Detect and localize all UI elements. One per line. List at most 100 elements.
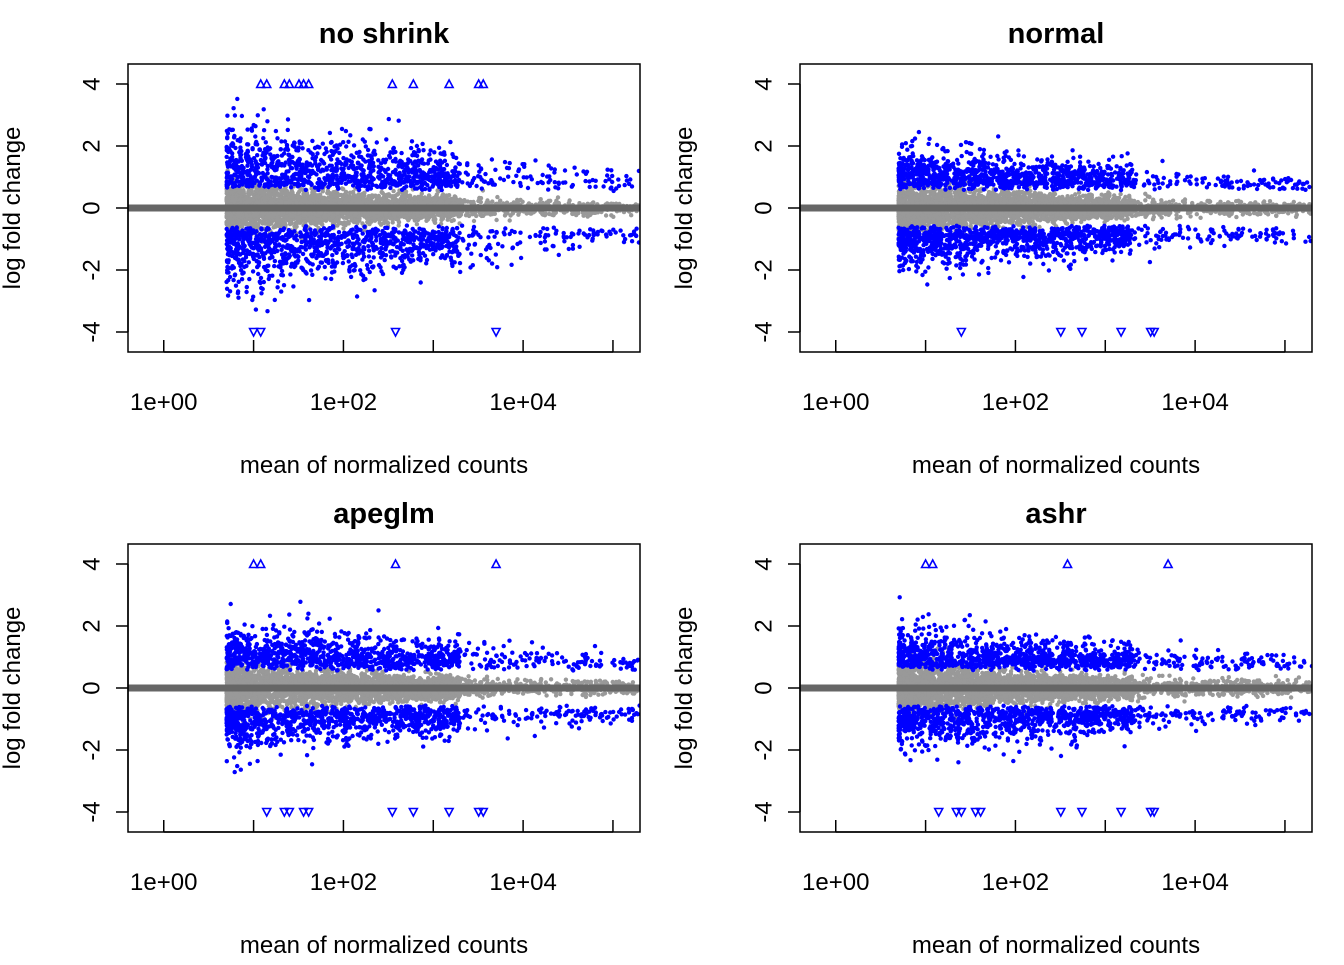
gene-point-nonsig	[302, 196, 308, 201]
gene-point-nonsig	[269, 197, 274, 202]
gene-point-nonsig	[477, 195, 482, 201]
gene-point-sig	[304, 160, 309, 165]
gene-point-sig	[239, 113, 245, 119]
gene-point-nonsig	[407, 200, 412, 205]
gene-point-sig	[265, 119, 270, 124]
gene-point-sig	[458, 269, 463, 275]
gene-point-sig	[492, 234, 497, 239]
gene-point-sig	[424, 257, 430, 263]
gene-point-sig	[414, 143, 420, 149]
gene-point-sig	[286, 169, 291, 174]
gene-point-sig	[357, 149, 362, 155]
gene-point-nonsig	[422, 199, 427, 205]
gene-point-sig	[469, 251, 474, 256]
gene-point-sig	[416, 163, 421, 168]
gene-point-nonsig	[238, 197, 243, 202]
gene-point-nonsig	[315, 212, 320, 218]
gene-point-sig	[292, 264, 297, 270]
gene-point-nonsig	[294, 221, 299, 226]
gene-point-sig	[590, 238, 595, 243]
gene-point-sig	[545, 174, 550, 179]
gene-point-nonsig	[316, 193, 322, 199]
gene-point-nonsig	[288, 199, 293, 205]
gene-point-sig	[245, 172, 250, 177]
gene-point-sig	[374, 140, 379, 145]
gene-point-nonsig	[396, 223, 401, 228]
gene-point-nonsig	[246, 189, 251, 194]
gene-point-nonsig	[415, 217, 421, 223]
gene-point-sig	[433, 246, 438, 252]
gene-point-nonsig	[420, 214, 426, 219]
gene-point-nonsig	[378, 216, 383, 222]
gene-point-sig	[310, 272, 315, 277]
gene-point-sig	[494, 229, 499, 235]
gene-point-sig	[366, 244, 371, 249]
gene-point-sig	[348, 133, 353, 138]
gene-point-nonsig	[362, 211, 367, 216]
gene-point-sig	[295, 253, 300, 259]
gene-point-sig	[489, 261, 495, 266]
gene-point-sig	[349, 153, 354, 158]
gene-point-nonsig	[490, 199, 495, 204]
gene-point-nonsig	[274, 218, 280, 224]
gene-point-nonsig	[440, 192, 446, 197]
gene-point-nonsig	[368, 211, 373, 216]
gene-point-nonsig	[603, 213, 609, 218]
gene-point-nonsig	[250, 197, 256, 202]
gene-point-nonsig	[362, 190, 367, 195]
gene-point-nonsig	[330, 219, 336, 224]
gene-point-nonsig	[446, 193, 452, 198]
gene-point-nonsig	[290, 213, 295, 219]
gene-point-sig	[636, 168, 640, 174]
gene-point-sig	[450, 228, 455, 233]
gene-point-sig	[350, 183, 356, 188]
gene-point-sig	[329, 163, 334, 168]
gene-point-sig	[429, 174, 435, 179]
gene-point-nonsig	[369, 219, 374, 224]
gene-point-nonsig	[419, 200, 424, 205]
gene-point-sig	[275, 285, 280, 290]
gene-point-sig	[250, 147, 255, 152]
gene-point-nonsig	[288, 221, 294, 226]
gene-point-nonsig	[349, 216, 354, 222]
gene-point-nonsig	[414, 222, 420, 227]
gene-point-nonsig	[609, 213, 614, 218]
gene-point-nonsig	[260, 220, 265, 225]
gene-point-sig	[257, 279, 262, 284]
gene-point-sig	[377, 168, 383, 173]
gene-point-sig	[294, 165, 299, 170]
gene-point-nonsig	[433, 217, 438, 222]
gene-point-nonsig	[281, 221, 287, 227]
gene-point-sig	[396, 230, 402, 235]
gene-point-nonsig	[224, 199, 230, 204]
gene-point-nonsig	[335, 219, 340, 224]
gene-point-sig	[308, 227, 313, 232]
gene-point-nonsig	[375, 214, 381, 219]
gene-point-sig	[457, 260, 463, 266]
gene-point-nonsig	[259, 212, 264, 217]
gene-point-nonsig	[272, 223, 278, 229]
gene-point-sig	[634, 226, 639, 231]
gene-point-sig	[230, 154, 235, 160]
gene-point-nonsig	[244, 213, 249, 218]
gene-point-sig	[246, 260, 251, 265]
gene-point-sig	[292, 229, 297, 234]
gene-point-nonsig	[241, 191, 247, 196]
gene-point-sig	[448, 139, 453, 145]
gene-point-sig	[572, 165, 577, 170]
gene-point-sig	[337, 142, 343, 147]
gene-point-sig	[231, 277, 236, 283]
gene-point-sig	[273, 128, 279, 134]
gene-point-nonsig	[283, 200, 288, 205]
gene-point-sig	[310, 254, 315, 259]
gene-point-nonsig	[265, 214, 270, 220]
gene-point-sig	[622, 182, 627, 188]
gene-point-nonsig	[254, 217, 259, 222]
gene-point-nonsig	[297, 189, 302, 194]
gene-point-sig	[275, 248, 280, 254]
gene-point-sig	[362, 179, 368, 184]
gene-point-sig	[243, 255, 249, 260]
gene-point-sig	[320, 141, 325, 146]
gene-point-sig	[455, 238, 460, 243]
gene-point-sig	[636, 240, 640, 245]
